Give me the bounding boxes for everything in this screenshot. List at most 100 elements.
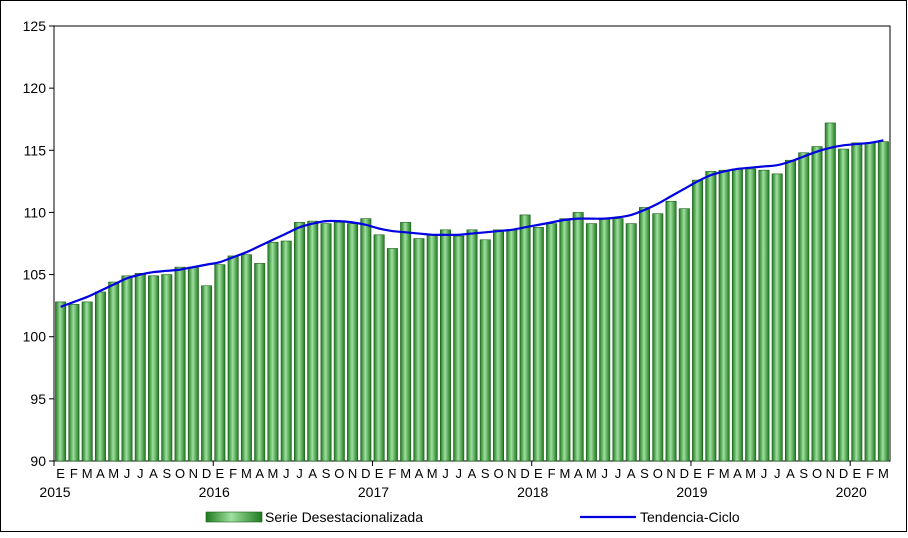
x-tick-label: M [241,466,252,481]
x-tick-label: M [878,466,889,481]
y-tick-label: 100 [23,329,47,345]
x-tick-label: A [786,466,795,481]
x-tick-label: D [680,466,689,481]
bar [824,122,836,462]
x-tick-label: J [761,466,768,481]
x-tick-label: S [162,466,171,481]
x-tick-label: J [455,466,462,481]
trend-line [60,139,884,308]
bar [201,285,213,462]
bar [55,301,67,462]
bar [108,281,120,462]
x-tick-label: F [70,466,78,481]
bar [585,223,597,462]
year-label: 2018 [517,484,548,500]
x-tick-label: N [826,466,835,481]
bar [466,229,478,462]
bar [838,148,850,462]
bar [532,227,544,462]
x-tick-label: D [361,466,370,481]
x-tick-label: J [615,466,622,481]
y-tick-label: 110 [24,204,47,220]
year-label: 2020 [836,484,867,500]
year-label: 2016 [199,484,230,500]
y-tick-label: 95 [30,391,46,407]
x-tick-label: M [427,466,438,481]
x-tick-label: D [520,466,529,481]
x-tick-label: A [308,466,317,481]
bar [652,213,664,462]
x-tick-label: J [137,466,144,481]
bar [267,241,279,462]
x-tick-label: N [507,466,516,481]
x-tick-label: J [283,466,290,481]
bar [187,266,199,462]
bar [280,240,292,462]
x-tick-label: M [559,466,570,481]
x-tick-label: M [745,466,756,481]
y-tick-label: 105 [23,267,47,283]
x-tick-label: M [400,466,411,481]
trend-series [60,139,884,308]
x-tick-label: A [96,466,105,481]
y-tick-label: 125 [23,18,47,34]
bar [373,234,385,462]
x-tick-label: O [812,466,822,481]
x-tick-label: F [229,466,237,481]
x-tick-label: J [442,466,449,481]
bar [639,207,650,462]
bar [333,222,345,462]
bar [227,255,239,462]
year-label: 2015 [39,484,70,500]
bar [347,223,359,462]
bar [81,301,93,462]
bar [320,223,332,462]
x-tick-label: A [415,466,424,481]
bar [771,173,783,462]
bar [439,229,451,462]
x-tick-label: D [839,466,848,481]
x-tick-label: A [468,466,477,481]
bar [665,200,677,462]
bar [148,275,160,462]
bar [94,291,106,462]
bar [864,142,876,462]
bar [546,223,558,462]
x-tick-label: E [216,466,225,481]
bar [479,239,491,462]
x-tick-label: N [666,466,675,481]
x-tick-label: F [707,466,715,481]
x-tick-label: J [601,466,608,481]
x-tick-label: E [375,466,384,481]
x-tick-label: O [493,466,503,481]
x-tick-label: N [189,466,198,481]
x-tick-label: F [388,466,396,481]
x-tick-label: M [268,466,279,481]
x-tick-label: E [534,466,543,481]
y-tick-label: 120 [23,80,47,96]
x-tick-label: S [322,466,331,481]
bars-series [55,122,889,462]
bar [493,229,505,462]
x-tick-label: A [149,466,158,481]
bar [612,218,624,462]
bar [758,169,770,462]
bar [851,142,863,462]
year-label: 2019 [676,484,707,500]
bar [692,179,704,462]
bar [678,208,690,462]
bar [599,218,611,462]
bar [214,264,226,462]
bar [625,223,637,462]
bar [784,159,796,462]
x-tick-label: J [124,466,131,481]
bar [718,169,730,462]
bar [307,220,319,462]
year-label: 2017 [358,484,389,500]
x-tick-label: S [481,466,490,481]
x-tick-label: N [348,466,357,481]
bar [121,275,133,462]
x-tick-label: A [255,466,264,481]
